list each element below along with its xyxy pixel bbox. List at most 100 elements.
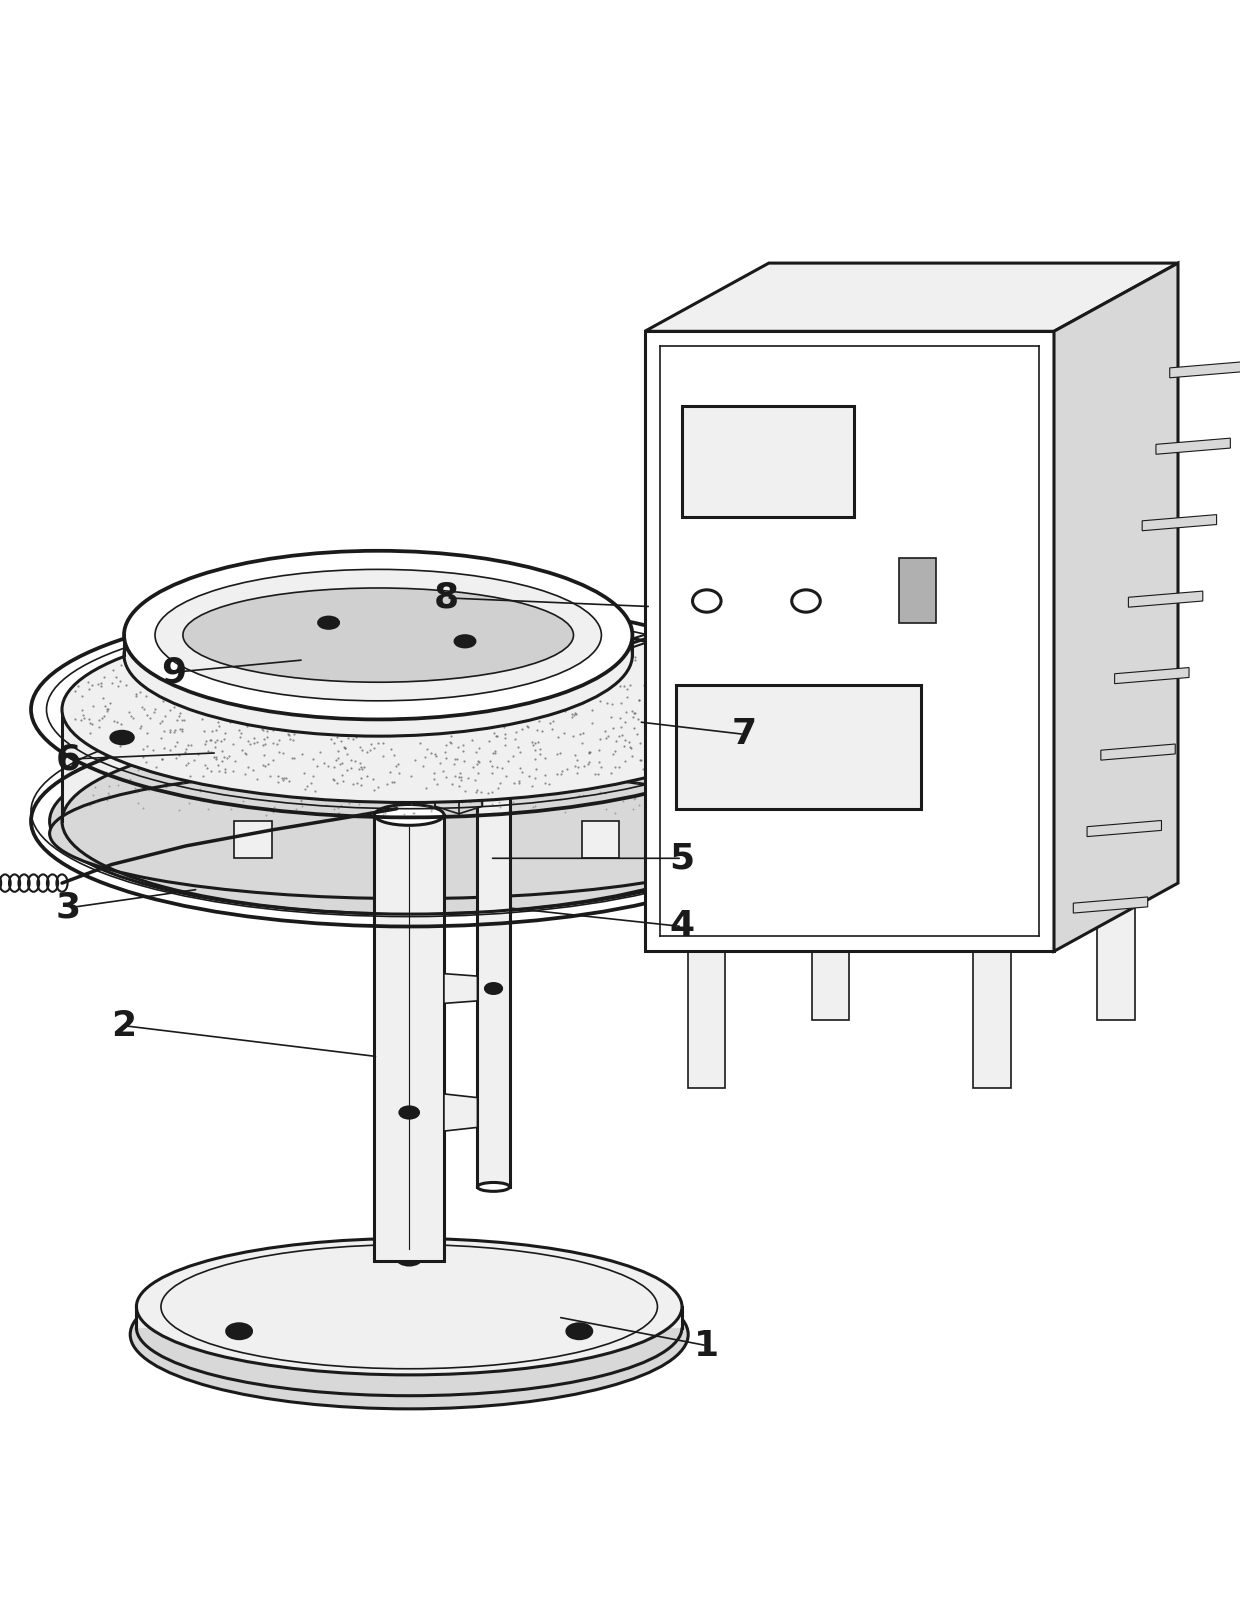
Point [212,652,232,677]
Point [708,711,728,737]
Point [471,780,491,806]
Point [300,636,320,661]
Point [346,724,366,750]
Point [301,770,321,796]
Point [231,721,250,746]
Point [186,756,206,782]
Point [589,745,609,770]
Point [329,733,348,759]
Point [605,754,625,780]
Point [459,697,479,722]
Point [308,753,327,778]
Ellipse shape [662,745,684,756]
Point [598,764,618,790]
Point [131,695,151,721]
Point [373,664,393,690]
Point [247,695,267,721]
Point [708,746,728,772]
Polygon shape [1115,668,1189,684]
Point [529,735,549,761]
Point [525,737,544,762]
Point [531,798,551,823]
Point [373,796,393,822]
Point [272,666,291,692]
Point [347,701,367,727]
Point [332,730,352,756]
Point [341,756,361,782]
Point [469,663,489,689]
Point [358,703,378,729]
Ellipse shape [50,769,769,899]
Point [427,743,446,769]
Point [625,714,645,740]
Point [278,679,298,705]
Point [507,735,527,761]
Point [327,724,347,750]
Point [237,647,257,672]
Point [149,676,169,701]
Point [133,706,153,732]
Point [160,698,180,724]
Point [732,690,751,716]
Point [428,774,448,799]
Point [606,666,626,692]
Point [640,703,660,729]
Point [212,738,232,764]
Point [495,681,515,706]
Point [673,743,693,769]
Point [174,706,193,732]
Point [304,746,324,772]
Point [696,724,715,750]
Point [456,703,476,729]
Point [496,766,516,791]
Point [611,690,631,716]
Point [382,772,402,798]
Point [174,653,193,679]
Point [703,759,723,785]
Point [482,708,502,733]
Point [193,769,213,794]
Point [548,648,568,674]
Point [668,669,688,695]
Point [568,636,588,661]
Point [219,725,239,751]
Point [315,620,335,645]
Point [454,632,474,658]
Point [599,703,619,729]
Point [378,721,398,746]
Point [79,676,99,701]
Point [104,722,124,748]
Point [337,647,357,672]
Point [108,672,128,698]
Point [403,687,423,713]
Point [717,685,737,711]
Point [191,656,211,682]
Point [192,706,212,732]
Point [481,701,501,727]
Point [135,735,155,761]
Point [185,748,205,774]
Point [450,676,470,701]
Point [579,653,599,679]
Point [71,708,91,733]
Point [332,698,352,724]
Point [100,743,120,769]
Point [109,735,129,761]
Point [112,732,131,758]
Point [543,692,563,717]
Point [484,759,503,785]
Point [564,753,584,778]
Point [489,655,508,681]
Point [167,708,187,733]
Point [361,732,381,758]
Polygon shape [444,1095,477,1132]
Ellipse shape [50,729,769,915]
Point [551,647,570,672]
Point [580,684,600,709]
Point [316,640,336,666]
Point [562,701,582,727]
Point [656,735,676,761]
Point [521,640,541,666]
Point [642,724,662,750]
Point [188,733,208,759]
